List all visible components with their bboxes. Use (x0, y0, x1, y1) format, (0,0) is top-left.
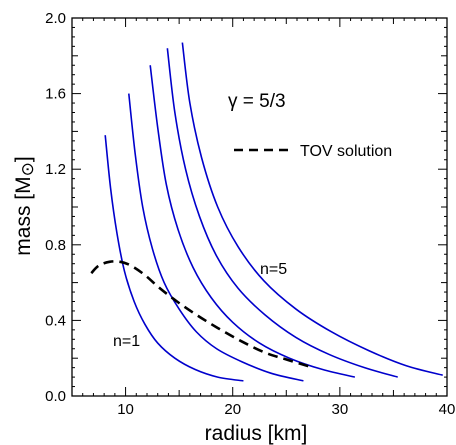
tov-solution-dashed-line (90, 260, 314, 369)
mass-radius-curve-3 (149, 65, 356, 378)
mass-radius-curve-4 (166, 48, 398, 378)
y-tick-label: 2.0 (45, 10, 66, 27)
x-tick-label: 40 (439, 401, 456, 418)
y-tick-label: 1.2 (45, 161, 66, 178)
y-tick-label: 0.4 (45, 312, 66, 329)
legend-label-tov: TOV solution (300, 143, 392, 160)
gamma-annotation: γ = 5/3 (228, 91, 286, 112)
x-axis-label: radius [km] (205, 422, 308, 445)
mass-radius-curve-1 (104, 135, 244, 382)
x-tick-label: 20 (224, 401, 241, 418)
axis-ticks: 10 20 30 40 0.0 0.4 0.8 1.2 1.6 2.0 (45, 10, 455, 418)
y-axis-label-close: ] (12, 156, 35, 162)
y-tick-label: 0.8 (45, 237, 66, 254)
y-tick-label: 0.0 (45, 388, 66, 405)
mass-radius-curve-2 (127, 93, 304, 382)
series-lines (90, 42, 443, 382)
y-axis-label: mass [M⊙] (12, 156, 37, 255)
mass-radius-curve-5 (181, 42, 443, 376)
x-tick-label: 30 (332, 401, 349, 418)
n1-label: n=1 (113, 333, 140, 350)
n5-label: n=5 (260, 261, 287, 278)
y-axis-label-text: mass [M (12, 176, 35, 255)
x-tick-label: 10 (117, 401, 134, 418)
y-axis-label-sun-symbol: ⊙ (18, 162, 37, 176)
y-tick-label: 1.6 (45, 86, 66, 103)
